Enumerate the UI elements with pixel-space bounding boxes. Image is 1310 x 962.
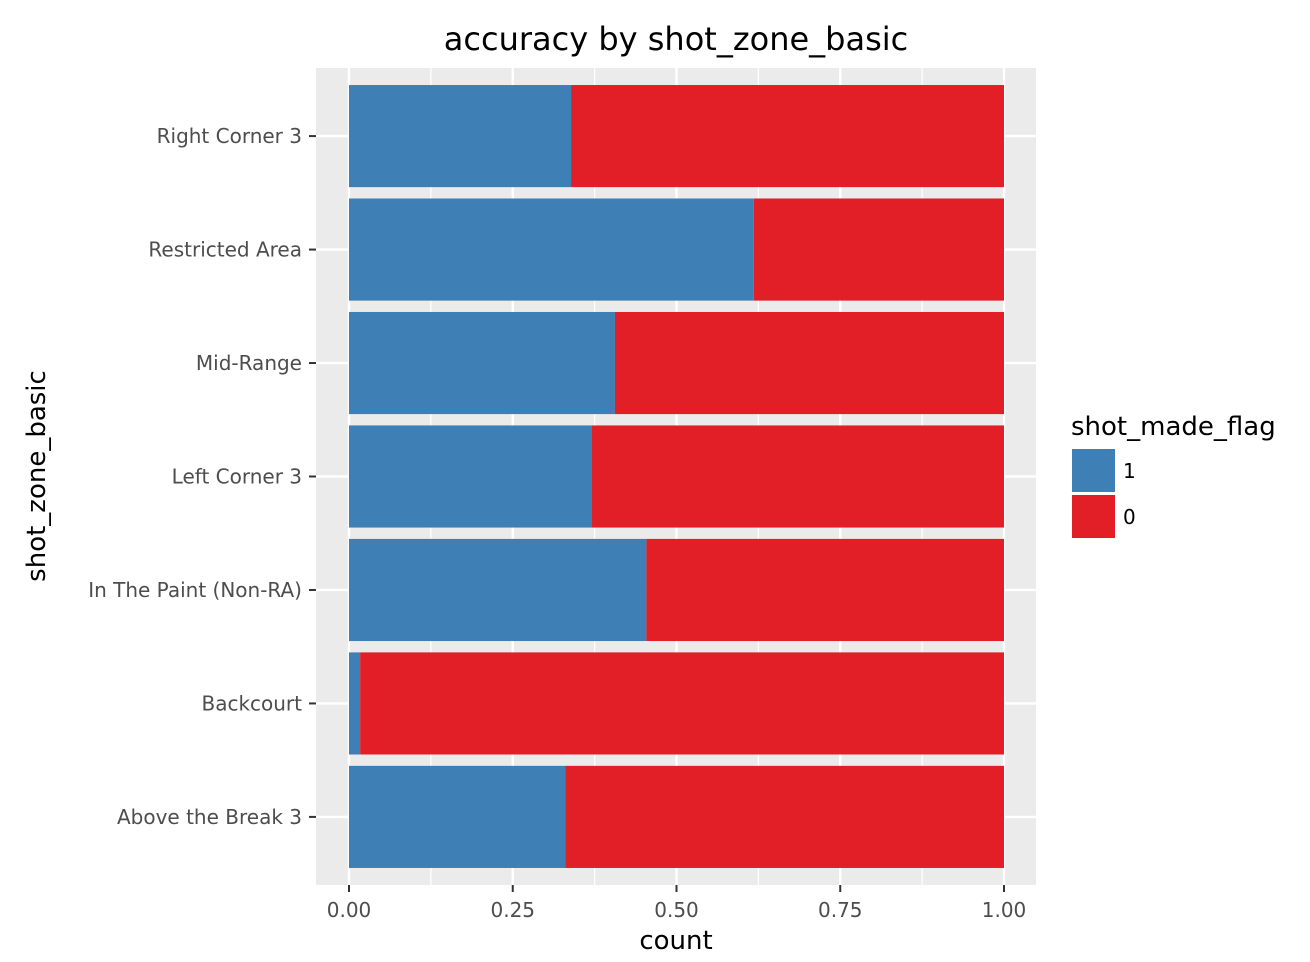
x-tick-label: 0.50 bbox=[654, 898, 699, 922]
legend-label-made: 1 bbox=[1123, 459, 1136, 483]
bar-segment-missed bbox=[646, 538, 1004, 642]
bar-segment-missed bbox=[614, 311, 1004, 415]
bar-segment-missed bbox=[565, 765, 1004, 868]
y-tick-label: Mid-Range bbox=[196, 351, 302, 375]
bar-segment-made bbox=[349, 425, 593, 528]
legend-label-missed: 0 bbox=[1123, 505, 1136, 529]
legend: shot_made_flag 1 0 bbox=[1071, 412, 1276, 538]
bar-segment-made bbox=[349, 652, 361, 755]
x-axis-title: count bbox=[639, 926, 712, 956]
y-tick-label: Left Corner 3 bbox=[172, 465, 302, 489]
x-tick-label: 0.25 bbox=[490, 898, 535, 922]
x-tick-label: 0.00 bbox=[327, 898, 372, 922]
legend-title: shot_made_flag bbox=[1071, 412, 1276, 442]
bar-segment-missed bbox=[753, 198, 1004, 301]
axes: Above the Break 3 Backcourt In The Paint (… bbox=[88, 124, 1026, 922]
y-axis-title: shot_zone_basic bbox=[22, 370, 52, 582]
bars bbox=[349, 85, 1004, 868]
chart-title: accuracy by shot_zone_basic bbox=[444, 20, 908, 58]
bar-segment-made bbox=[349, 765, 566, 868]
legend-swatch-made bbox=[1072, 449, 1115, 492]
bar-segment-missed bbox=[592, 425, 1004, 528]
bar-segment-made bbox=[349, 85, 572, 188]
x-tick-label: 1.00 bbox=[982, 898, 1027, 922]
bar-segment-made bbox=[349, 538, 647, 642]
bar-segment-missed bbox=[360, 652, 1004, 755]
y-tick-label: Right Corner 3 bbox=[157, 124, 302, 148]
bar-segment-made bbox=[349, 198, 754, 301]
y-tick-label: Above the Break 3 bbox=[117, 805, 302, 829]
bar-segment-made bbox=[349, 311, 615, 415]
y-tick-label: Backcourt bbox=[201, 691, 302, 715]
legend-swatch-missed bbox=[1072, 495, 1115, 538]
bar-segment-missed bbox=[571, 85, 1004, 188]
y-tick-label: In The Paint (Non-RA) bbox=[88, 578, 302, 602]
x-tick-label: 0.75 bbox=[818, 898, 863, 922]
y-tick-label: Restricted Area bbox=[148, 238, 302, 262]
